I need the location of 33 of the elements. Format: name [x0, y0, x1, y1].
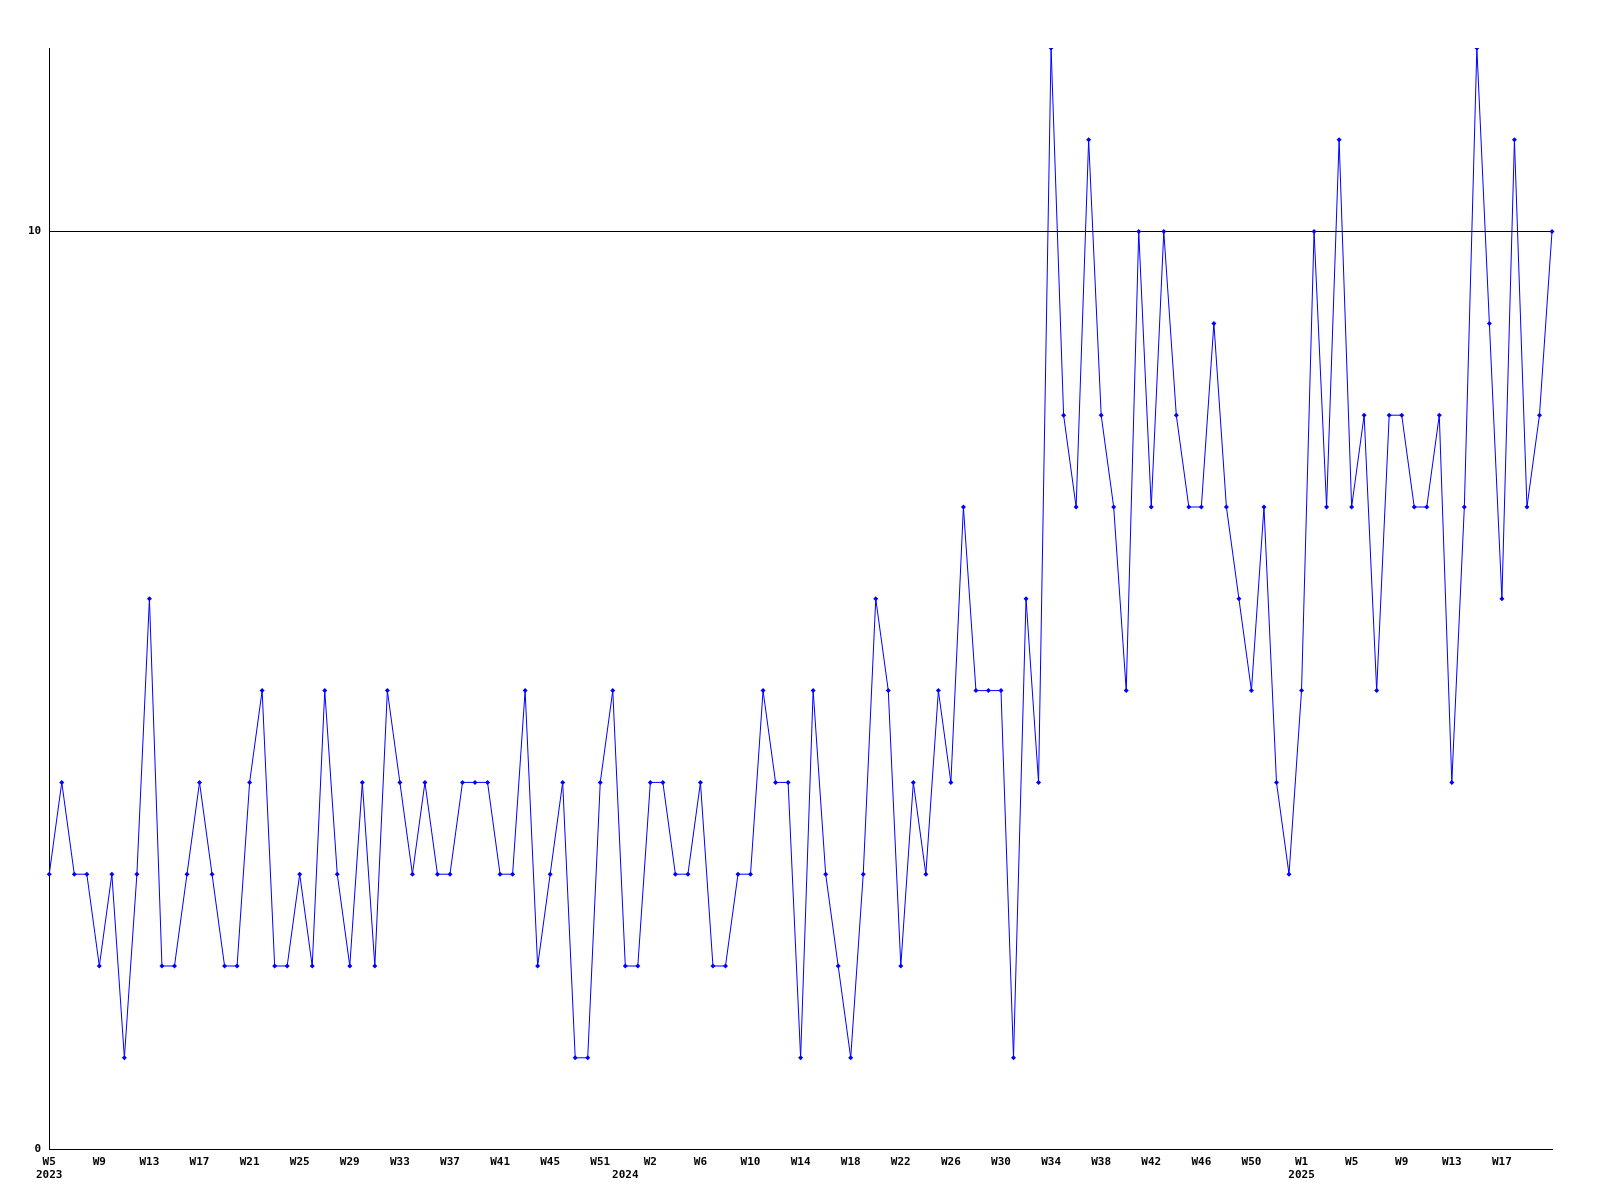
x-tick-label: W6 — [693, 1155, 708, 1169]
x-tick-label: W14 — [790, 1155, 811, 1169]
x-tick-label: W25 — [289, 1155, 310, 1169]
x-tick-label: W26 — [940, 1155, 962, 1169]
x-tick-label: W1 2025 — [1288, 1155, 1315, 1182]
y-tick-label: 10 — [28, 224, 42, 238]
x-tick-label: W30 — [991, 1155, 1011, 1169]
x-tick-label: W33 — [389, 1155, 410, 1169]
x-tick-label: W29 — [339, 1155, 360, 1169]
x-tick-label: W10 — [740, 1155, 761, 1169]
x-tick-label: W37 — [440, 1155, 460, 1169]
x-tick-label: W51 — [590, 1155, 611, 1169]
x-tick-label: W22 — [890, 1155, 911, 1169]
x-tick-label: W50 — [1241, 1155, 1262, 1169]
x-tick-label: W45 — [540, 1155, 561, 1169]
x-tick-label: W17 — [1491, 1155, 1512, 1169]
x-tick-label: W13 — [139, 1155, 160, 1169]
x-tick-label: W38 — [1091, 1155, 1112, 1169]
x-tick-label: W2 — [643, 1155, 657, 1169]
x-tick-label: W41 — [490, 1155, 511, 1169]
x-tick-label: W13 — [1441, 1155, 1462, 1169]
x-tick-label: W9 — [92, 1155, 106, 1169]
x-tick-label: W9 — [1395, 1155, 1409, 1169]
x-tick-label: W21 — [239, 1155, 260, 1169]
x-tick-label: W46 — [1191, 1155, 1212, 1169]
x-tick-label: W17 — [189, 1155, 210, 1169]
x-tick-label: W5 2023 — [36, 1155, 63, 1182]
x-tick-label: W34 — [1041, 1155, 1062, 1169]
y-tick-label: 0 — [34, 1142, 42, 1156]
x-tick-label: W42 — [1141, 1155, 1162, 1169]
x-tick-label: W18 — [840, 1155, 861, 1169]
x-tick-label: 2024 — [612, 1168, 639, 1182]
x-tick-label: W5 — [1345, 1155, 1359, 1169]
